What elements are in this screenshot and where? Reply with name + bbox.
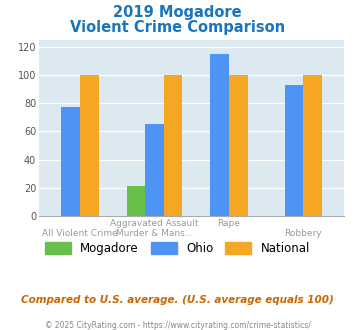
- Bar: [126, 186, 145, 216]
- Text: © 2025 CityRating.com - https://www.cityrating.com/crime-statistics/: © 2025 CityRating.com - https://www.city…: [45, 321, 310, 330]
- Bar: [80, 75, 99, 216]
- Text: Aggravated Assault: Aggravated Assault: [110, 219, 199, 228]
- Text: Robbery: Robbery: [285, 229, 322, 238]
- Text: Violent Crime Comparison: Violent Crime Comparison: [70, 20, 285, 35]
- Text: All Violent Crime: All Violent Crime: [42, 229, 118, 238]
- Bar: [145, 124, 164, 216]
- Legend: Mogadore, Ohio, National: Mogadore, Ohio, National: [40, 237, 315, 260]
- Text: Compared to U.S. average. (U.S. average equals 100): Compared to U.S. average. (U.S. average …: [21, 295, 334, 305]
- Bar: [304, 75, 322, 216]
- Text: 2019 Mogadore: 2019 Mogadore: [113, 5, 242, 20]
- Text: Murder & Mans...: Murder & Mans...: [116, 229, 193, 238]
- Bar: [61, 107, 80, 216]
- Bar: [210, 54, 229, 216]
- Bar: [229, 75, 247, 216]
- Text: Rape: Rape: [218, 219, 240, 228]
- Bar: [164, 75, 182, 216]
- Bar: [285, 85, 304, 216]
